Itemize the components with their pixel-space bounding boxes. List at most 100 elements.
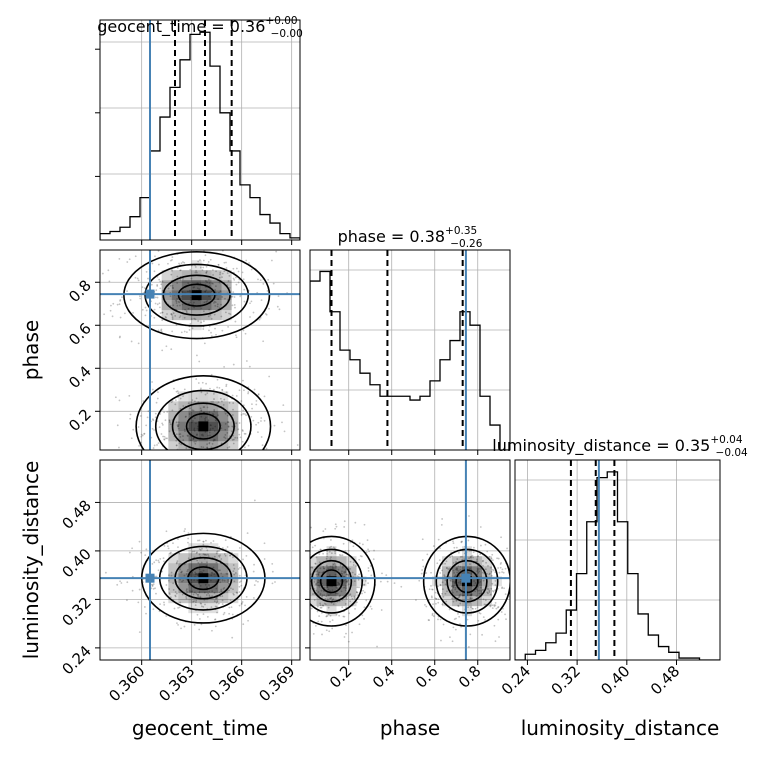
scatter-point — [202, 553, 205, 556]
scatter-point — [225, 261, 227, 264]
panel-frame-20 — [99, 459, 301, 661]
truth-marker — [461, 573, 471, 583]
scatter-point — [196, 551, 198, 554]
scatter-point — [183, 388, 186, 391]
density-cell — [198, 603, 209, 614]
scatter-point — [227, 244, 229, 246]
scatter-point — [171, 286, 174, 289]
scatter-point — [215, 270, 217, 273]
scatter-point — [304, 539, 306, 541]
scatter-point — [176, 561, 178, 564]
scatter-point — [358, 558, 361, 561]
scatter-point — [181, 593, 184, 596]
scatter-point — [331, 619, 334, 622]
scatter-point — [226, 414, 229, 417]
density-cell — [178, 593, 189, 604]
scatter-point — [367, 569, 370, 572]
scatter-point — [292, 636, 294, 638]
density-cell — [211, 290, 222, 301]
scatter-point — [331, 627, 334, 630]
contour-0-3 — [185, 412, 221, 440]
scatter-point — [153, 429, 155, 431]
scatter-point — [444, 583, 447, 586]
scatter-point — [171, 285, 174, 287]
scatter-point — [140, 551, 142, 554]
scatter-point — [470, 555, 473, 558]
scatter-point — [482, 598, 485, 601]
scatter-point — [435, 597, 438, 600]
scatter-point — [226, 546, 229, 548]
scatter-point — [176, 275, 179, 278]
scatter-point — [221, 389, 224, 392]
scatter-point — [353, 597, 356, 600]
scatter-point — [343, 615, 346, 618]
scatter-point — [447, 568, 450, 571]
scatter-point — [504, 593, 507, 596]
scatter-point — [330, 545, 333, 548]
joint-geocent_time-phase — [100, 244, 300, 455]
scatter-point — [451, 640, 454, 643]
scatter-point — [308, 567, 310, 569]
scatter-point — [179, 278, 182, 281]
scatter-point — [261, 444, 264, 447]
scatter-point — [204, 393, 207, 396]
scatter-point — [200, 391, 203, 394]
scatter-point — [118, 446, 120, 449]
scatter-point — [248, 451, 250, 453]
scatter-point — [218, 602, 220, 605]
scatter-point — [183, 330, 186, 333]
scatter-point — [156, 296, 159, 299]
scatter-point — [288, 607, 290, 609]
density-cell — [228, 411, 239, 422]
scatter-point — [349, 541, 352, 544]
density-cell — [346, 556, 357, 567]
scatter-point — [255, 399, 258, 402]
scatter-point — [200, 446, 203, 448]
scatter-point — [154, 416, 157, 419]
scatter-point — [151, 584, 154, 587]
scatter-point — [169, 552, 171, 555]
scatter-point — [201, 453, 203, 455]
scatter-point — [458, 551, 460, 554]
scatter-point — [204, 603, 206, 606]
scatter-point — [484, 568, 487, 571]
scatter-point — [221, 547, 224, 549]
density-cell — [326, 586, 337, 597]
scatter-point — [179, 601, 182, 604]
scatter-point — [432, 545, 435, 547]
scatter-point — [440, 523, 443, 526]
scatter-point — [490, 574, 493, 577]
scatter-point — [271, 570, 274, 573]
scatter-point — [432, 603, 434, 606]
scatter-point — [441, 569, 443, 572]
scatter-point — [307, 594, 309, 596]
scatter-point — [205, 382, 207, 385]
scatter-point — [241, 601, 244, 603]
scatter-point — [175, 444, 178, 447]
scatter-point — [109, 309, 112, 312]
scatter-point — [449, 636, 451, 639]
scatter-point — [486, 588, 489, 590]
density-cell — [168, 563, 179, 574]
scatter-point — [439, 584, 442, 586]
scatter-point — [482, 559, 484, 562]
scatter-point — [302, 574, 304, 576]
scatter-point — [238, 585, 241, 588]
scatter-point — [326, 552, 329, 555]
scatter-point — [175, 302, 178, 304]
scatter-point — [358, 623, 361, 626]
scatter-point — [322, 604, 324, 607]
scatter-point — [232, 408, 234, 411]
scatter-point — [171, 258, 173, 261]
scatter-point — [334, 527, 337, 530]
scatter-point — [170, 313, 173, 316]
scatter-point — [161, 422, 164, 425]
scatter-point — [157, 391, 159, 394]
scatter-point — [252, 570, 255, 573]
scatter-point — [467, 606, 469, 609]
scatter-point — [154, 587, 156, 590]
scatter-point — [301, 549, 303, 551]
scatter-point — [176, 282, 179, 284]
scatter-point — [482, 588, 485, 591]
scatter-point — [369, 565, 372, 567]
